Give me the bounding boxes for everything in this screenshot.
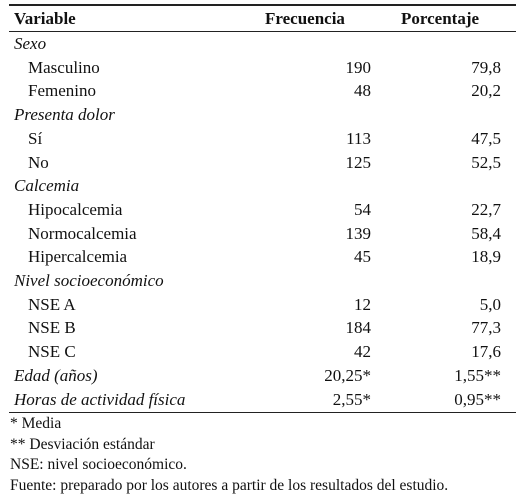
- row-label: Horas de actividad física: [14, 389, 186, 409]
- frequency: 48: [354, 81, 371, 101]
- row-label: Normocalcemia: [28, 223, 137, 243]
- frequency: 12: [354, 294, 371, 314]
- frequency: 20,25*: [324, 365, 371, 385]
- percentage: 0,95**: [454, 389, 501, 409]
- row-label: No: [28, 152, 49, 172]
- top-rule: [9, 4, 516, 6]
- frequency: 2,55*: [332, 389, 371, 409]
- frequency: 54: [354, 199, 371, 219]
- row-label: Hipocalcemia: [28, 199, 123, 219]
- percentage: 20,2: [471, 81, 501, 101]
- percentage: 17,6: [471, 342, 501, 362]
- header-rule: [9, 31, 516, 32]
- percentage: 77,3: [471, 318, 501, 338]
- footnote: NSE: nivel socioeconómico.: [10, 456, 187, 474]
- frequency: 184: [345, 318, 372, 338]
- row-label: NSE A: [28, 294, 76, 314]
- group-label: Presenta dolor: [14, 105, 115, 125]
- footnote: Fuente: preparado por los autores a part…: [10, 476, 449, 494]
- frequency: 45: [354, 247, 371, 267]
- percentage: 58,4: [471, 223, 501, 243]
- percentage: 1,55**: [454, 365, 501, 385]
- row-label: NSE B: [28, 318, 76, 338]
- frequency: 42: [354, 342, 371, 362]
- percentage: 52,5: [471, 152, 501, 172]
- row-label: Edad (años): [14, 365, 98, 385]
- percentage: 22,7: [471, 199, 501, 219]
- footnote: ** Desviación estándar: [10, 435, 155, 453]
- header-cell: Porcentaje: [401, 9, 480, 28]
- row-label: Masculino: [28, 57, 100, 77]
- row-label: Hipercalcemia: [28, 247, 128, 267]
- percentage: 47,5: [471, 128, 501, 148]
- header-cell: Variable: [14, 9, 76, 28]
- header-cell: Frecuencia: [265, 9, 345, 28]
- frequency: 113: [346, 128, 371, 148]
- frequency: 190: [345, 57, 372, 77]
- group-label: Calcemia: [14, 176, 80, 196]
- percentage: 5,0: [479, 294, 501, 314]
- group-label: Sexo: [14, 34, 47, 53]
- row-label: Sí: [28, 128, 43, 148]
- frequency: 139: [345, 223, 372, 243]
- percentage: 18,9: [471, 247, 501, 267]
- footnote: * Media: [10, 415, 62, 433]
- row-label: Femenino: [28, 81, 96, 101]
- group-label: Nivel socioeconómico: [14, 271, 164, 290]
- bottom-rule: [9, 412, 516, 414]
- percentage: 79,8: [471, 57, 501, 77]
- row-label: NSE C: [28, 342, 76, 362]
- frequency: 125: [345, 152, 372, 172]
